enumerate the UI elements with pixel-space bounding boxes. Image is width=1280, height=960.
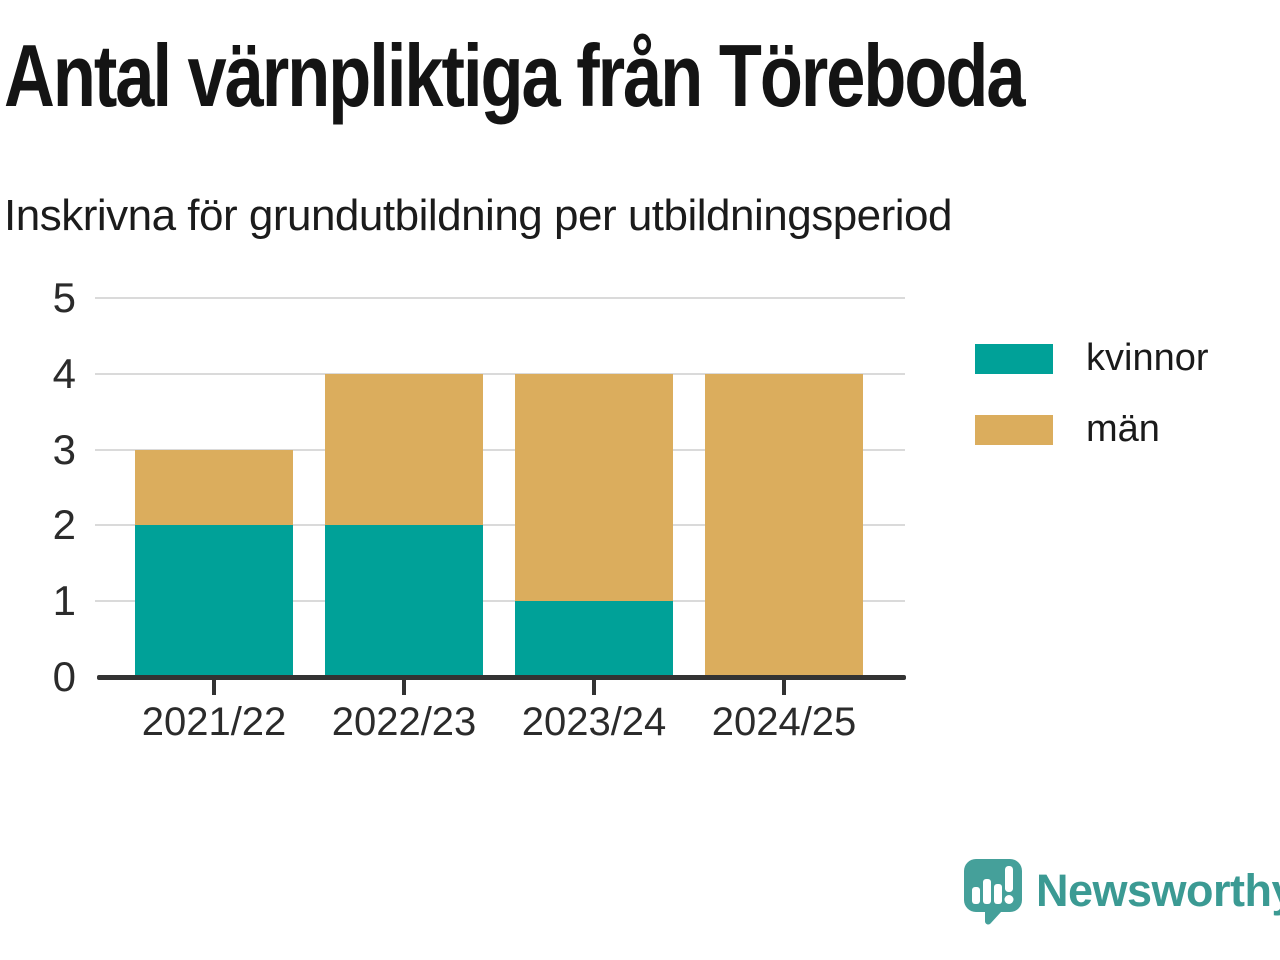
gridline-y-3: [95, 448, 905, 451]
bar-segment-män-2024/25: [705, 373, 863, 677]
logo-bar-medium: [994, 884, 1002, 904]
logo-bar-small: [972, 887, 980, 904]
chart-subtitle: Inskrivna för grundutbildning per utbild…: [4, 191, 953, 240]
legend: kvinnor män: [975, 337, 1209, 451]
logo-exclamation-stroke: [1005, 866, 1013, 892]
legend-swatch-kvinnor: [975, 343, 1053, 374]
bar-segment-män-2021/22: [135, 449, 293, 526]
legend-item-kvinnor: kvinnor: [975, 337, 1209, 380]
logo-exclamation-dot: [1004, 895, 1014, 904]
bar-segment-män-2023/24: [515, 373, 673, 602]
legend-label-män: män: [1086, 408, 1160, 450]
y-tick-label: 3: [52, 425, 76, 473]
y-tick-label: 0: [52, 653, 76, 700]
y-tick-label: 5: [52, 274, 76, 321]
x-tick-label: 2022/23: [331, 700, 477, 744]
x-tick-2021/22: [212, 680, 216, 695]
legend-label-kvinnor: kvinnor: [1086, 337, 1209, 379]
gridline-y-5: [95, 297, 905, 299]
legend-swatch-män: [975, 414, 1053, 445]
y-tick-label: 2: [52, 501, 76, 549]
gridline-y-4: [95, 372, 905, 375]
y-tick-label: 4: [52, 349, 76, 397]
x-tick-2023/24: [592, 680, 596, 695]
x-tick-label: 2023/24: [521, 700, 667, 744]
newsworthy-logo: Newsworthy: [962, 857, 1280, 925]
logo-bar-tall: [983, 879, 991, 904]
bar-segment-kvinnor-2021/22: [135, 525, 293, 677]
x-tick-2024/25: [782, 680, 786, 695]
bar-segment-kvinnor-2023/24: [515, 601, 673, 677]
x-tick-2022/23: [402, 680, 406, 695]
bar-segment-kvinnor-2022/23: [325, 525, 483, 677]
y-tick-label: 1: [52, 577, 76, 625]
gridline-y-2: [95, 524, 905, 527]
newsworthy-logo-text: Newsworthy: [1036, 865, 1280, 916]
x-axis-line: [97, 675, 906, 680]
gridline-y-1: [95, 600, 905, 603]
x-tick-label: 2024/25: [711, 700, 857, 744]
x-tick-label: 2021/22: [141, 700, 287, 744]
legend-item-män: män: [975, 408, 1209, 451]
newsworthy-logo-icon: [964, 859, 1022, 925]
chart-title: Antal värnpliktiga från Töreboda: [4, 26, 1026, 125]
bar-segment-män-2022/23: [325, 373, 483, 526]
